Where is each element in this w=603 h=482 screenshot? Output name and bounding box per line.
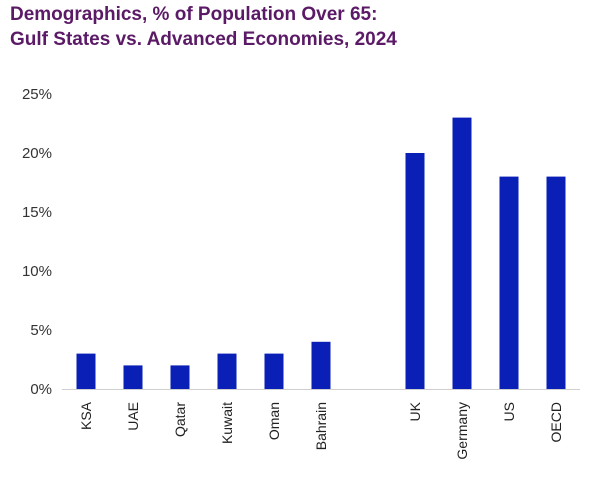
x-tick-label-bahrain: Bahrain xyxy=(313,402,329,450)
bar-uae xyxy=(123,365,143,389)
bar-kuwait xyxy=(217,353,237,389)
x-tick-label-ksa: KSA xyxy=(78,401,94,430)
y-tick-label: 15% xyxy=(22,204,52,221)
bar-ksa xyxy=(76,353,96,389)
chart-title: Demographics, % of Population Over 65: G… xyxy=(10,2,600,52)
x-tick-label-oecd: OECD xyxy=(548,402,564,442)
y-tick-label: 0% xyxy=(30,381,52,398)
x-tick-label-kuwait: Kuwait xyxy=(219,402,235,444)
x-tick-label-uae: UAE xyxy=(125,402,141,431)
y-tick-label: 10% xyxy=(22,263,52,280)
y-tick-label: 20% xyxy=(22,145,52,162)
y-axis-ticks: 0% 5% 10% 15% 20% 25% xyxy=(22,86,52,398)
chart-title-line-2: Gulf States vs. Advanced Economies, 2024 xyxy=(10,29,397,50)
chart-title-line-1: Demographics, % of Population Over 65: xyxy=(10,4,378,25)
x-tick-label-us: US xyxy=(501,402,517,421)
y-tick-label: 5% xyxy=(30,322,52,339)
bar-oecd xyxy=(546,176,566,389)
bar-germany xyxy=(452,117,472,389)
x-tick-label-germany: Germany xyxy=(454,402,470,460)
bar-bahrain xyxy=(311,341,331,389)
bars xyxy=(76,117,566,389)
y-tick-label: 25% xyxy=(22,86,52,103)
bar-uk xyxy=(405,153,425,389)
x-axis-ticks: KSA UAE Qatar Kuwait Oman Bahrain UK Germany US O… xyxy=(78,401,564,459)
bar-oman xyxy=(264,353,284,389)
bar-us xyxy=(499,176,519,389)
x-tick-label-uk: UK xyxy=(407,401,423,421)
x-tick-label-qatar: Qatar xyxy=(172,402,188,437)
bar-qatar xyxy=(170,365,190,389)
x-tick-label-oman: Oman xyxy=(266,402,282,440)
